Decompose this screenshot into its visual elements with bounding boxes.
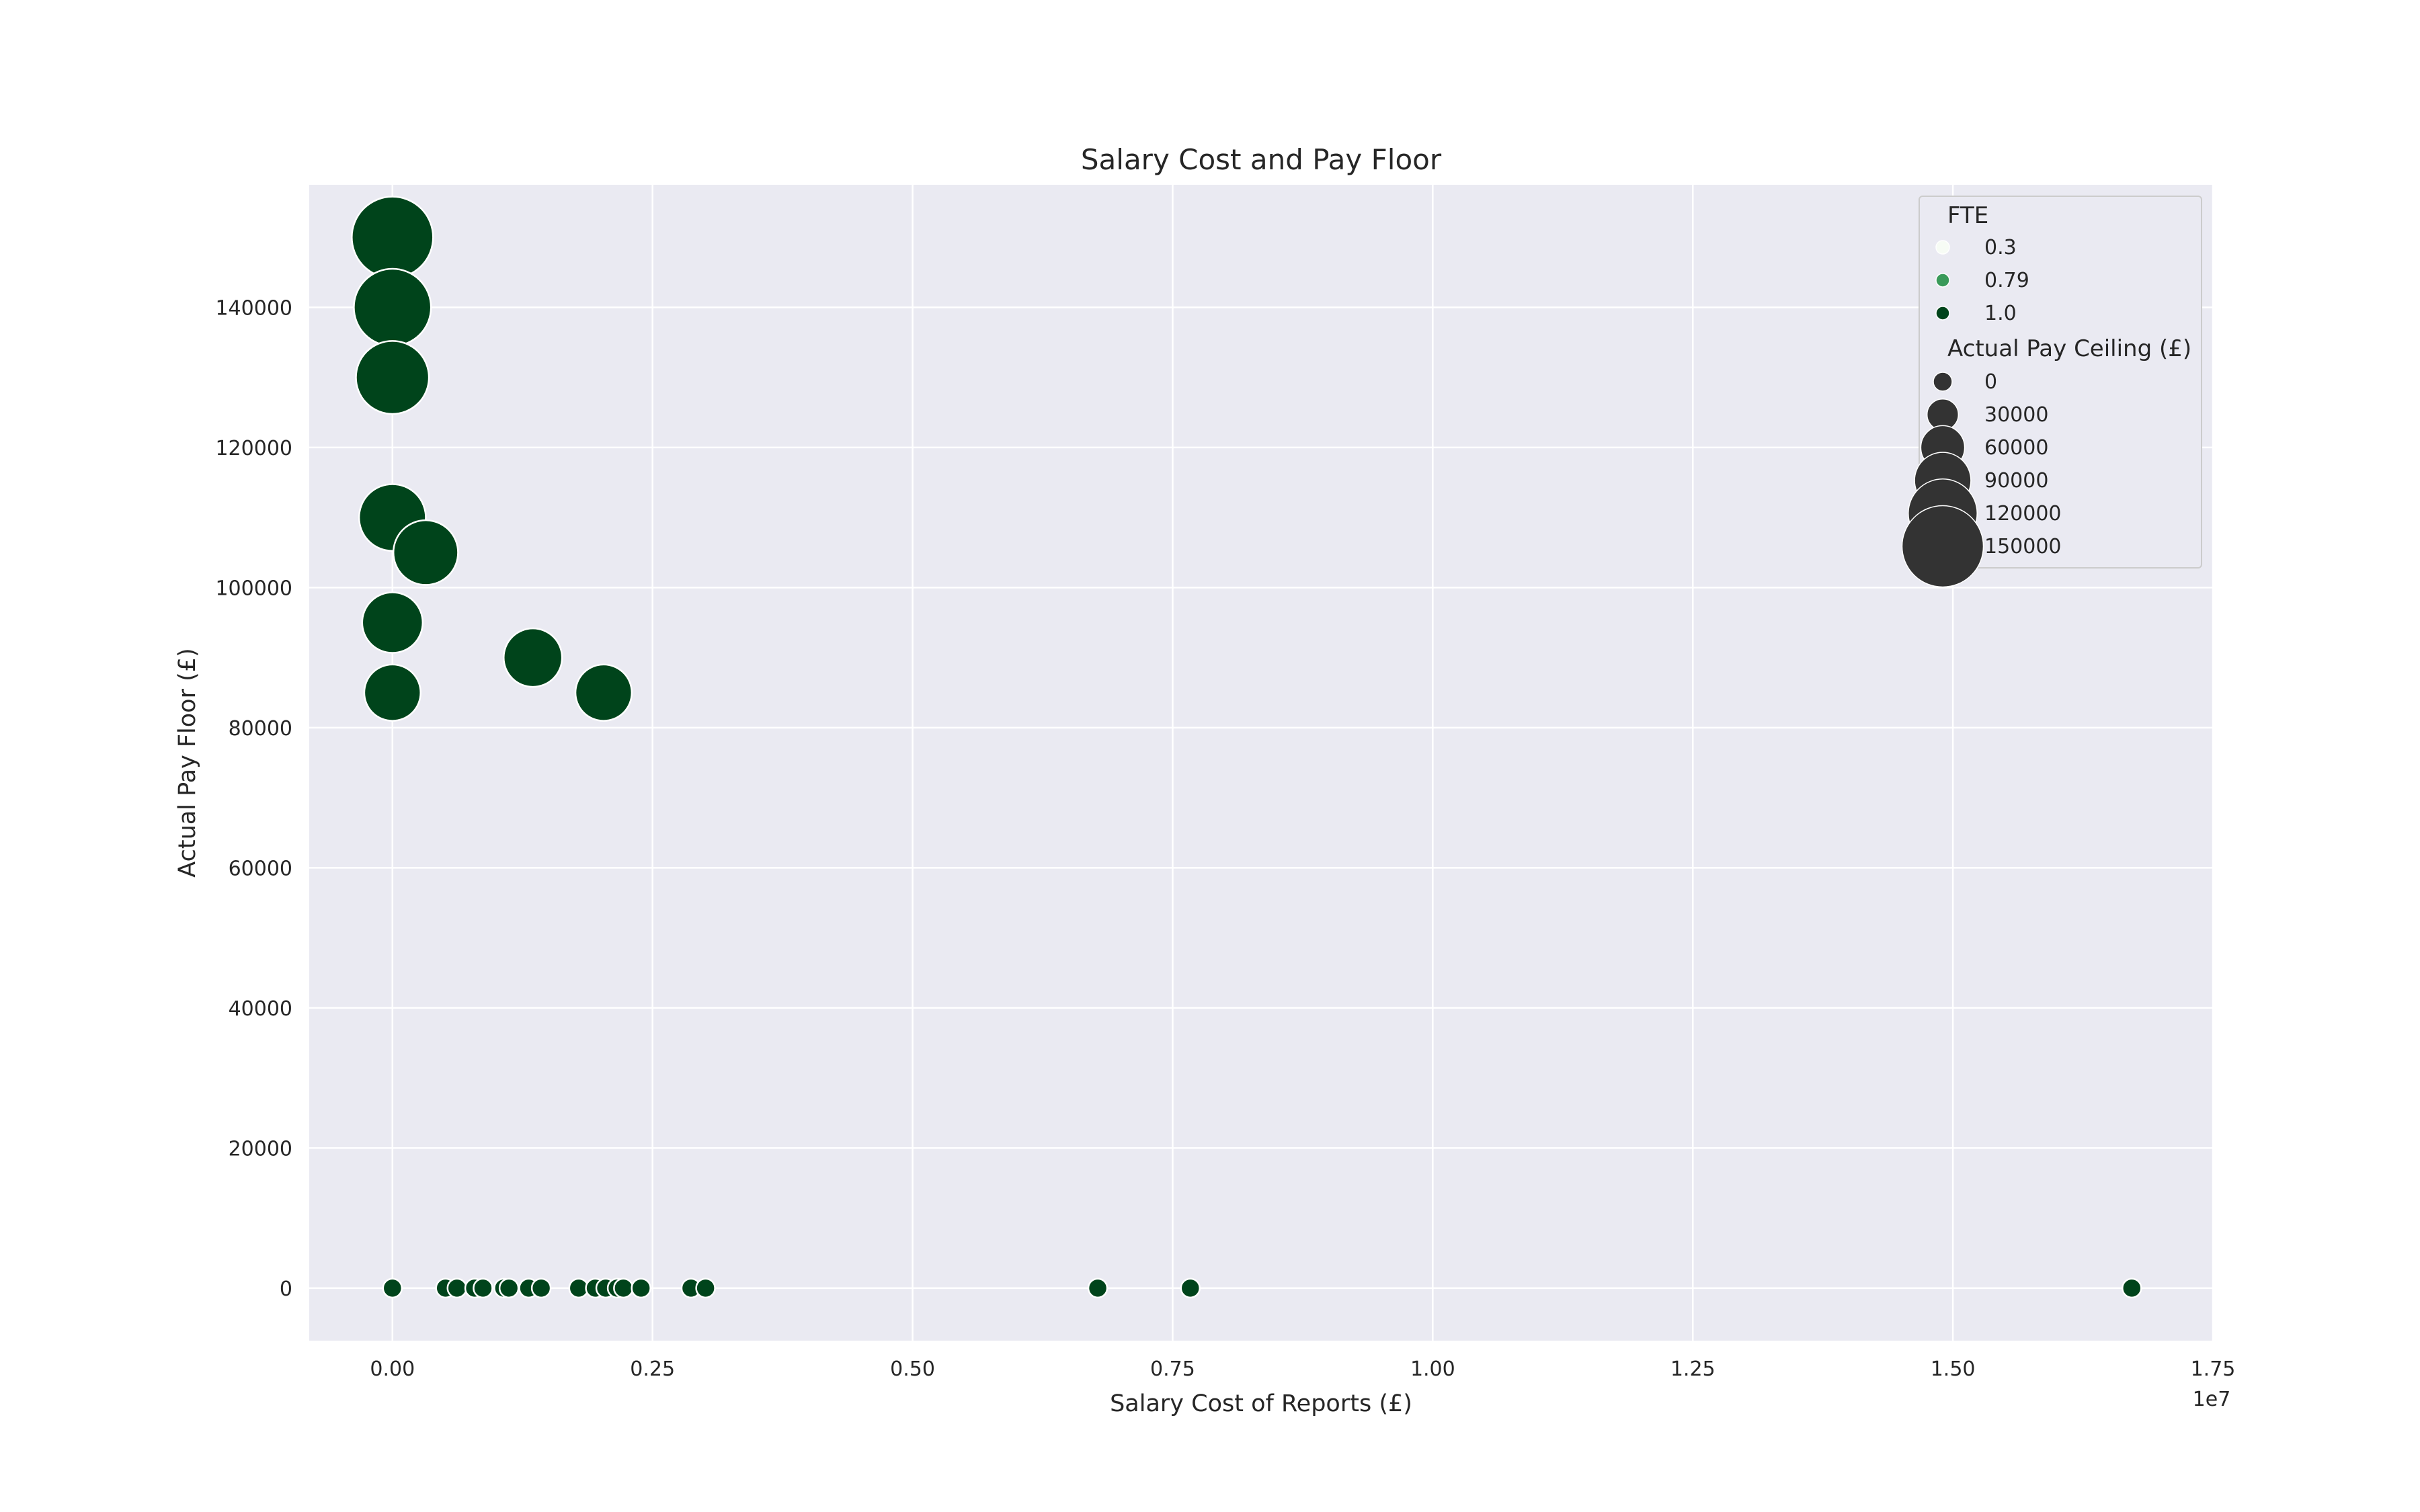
data-point	[631, 1277, 651, 1299]
legend-size-label: 90000	[1984, 469, 2048, 493]
legend-size-label: 120000	[1984, 502, 2062, 526]
legend-size-title: Actual Pay Ceiling (£)	[1947, 335, 2191, 362]
x-tick-label: 1.50	[1931, 1357, 1976, 1381]
legend-size-label: 60000	[1984, 436, 2048, 460]
data-point	[503, 627, 563, 688]
legend-size-label: 0	[1984, 370, 1997, 394]
chart-title: Salary Cost and Pay Floor	[1081, 143, 1442, 176]
x-tick-labels: 0.00 0.25 0.50 0.75 1.00 1.25 1.50 1.75	[370, 1357, 2235, 1381]
data-point	[353, 267, 432, 347]
legend-size-label: 30000	[1984, 403, 2048, 427]
data-point	[695, 1277, 716, 1299]
legend-hue-marker	[1935, 306, 1950, 321]
legend-hue-label: 0.79	[1984, 269, 2029, 292]
y-tick-label: 40000	[229, 997, 292, 1021]
data-point	[351, 196, 434, 279]
y-tick-label: 20000	[229, 1137, 292, 1161]
x-tick-label: 0.00	[370, 1357, 415, 1381]
data-points	[351, 196, 2142, 1299]
y-axis-label: Actual Pay Floor (£)	[174, 648, 201, 877]
data-point	[498, 1277, 520, 1299]
data-point	[355, 340, 430, 415]
x-tick-label: 1.25	[1670, 1357, 1716, 1381]
legend-hue-title: FTE	[1947, 202, 1988, 229]
data-point	[382, 1277, 403, 1299]
x-tick-label: 1.00	[1410, 1357, 1455, 1381]
x-tick-label: 0.50	[890, 1357, 935, 1381]
legend-hue-marker	[1935, 240, 1950, 255]
data-point	[574, 663, 633, 722]
data-point	[446, 1277, 468, 1299]
data-point	[473, 1277, 493, 1299]
data-point	[361, 591, 424, 654]
x-axis-label: Salary Cost of Reports (£)	[1110, 1390, 1412, 1417]
x-axis-offset-label: 1e7	[2193, 1388, 2231, 1411]
data-point	[1087, 1277, 1108, 1299]
legend-hue-marker	[1935, 273, 1950, 288]
legend-size-marker	[1901, 505, 1984, 588]
y-tick-label: 140000	[215, 296, 292, 320]
y-tick-label: 100000	[215, 577, 292, 600]
x-tick-label: 0.75	[1150, 1357, 1195, 1381]
x-tick-label: 1.75	[2191, 1357, 2236, 1381]
data-point	[613, 1277, 634, 1299]
legend-size-marker	[1933, 372, 1953, 392]
y-tick-label: 60000	[229, 857, 292, 880]
y-tick-labels: 0 20000 40000 60000 80000 100000 120000 140000	[215, 296, 292, 1300]
y-tick-label: 120000	[215, 437, 292, 460]
data-point	[2122, 1277, 2142, 1299]
legend-size-label: 150000	[1984, 535, 2062, 558]
data-point	[530, 1277, 552, 1299]
legend-hue-label: 1.0	[1984, 302, 2017, 325]
data-point	[392, 519, 459, 586]
data-point	[363, 663, 421, 722]
y-tick-label: 0	[280, 1277, 292, 1301]
data-point	[1180, 1277, 1201, 1299]
x-tick-label: 0.25	[630, 1357, 675, 1381]
legend-hue-label: 0.3	[1984, 236, 2017, 259]
y-tick-label: 80000	[229, 717, 292, 741]
legend-frame	[1919, 196, 2202, 569]
legend: FTE Actual Pay Ceiling (£) 0.3 0.79 1.0 0 30…	[1901, 196, 2202, 588]
